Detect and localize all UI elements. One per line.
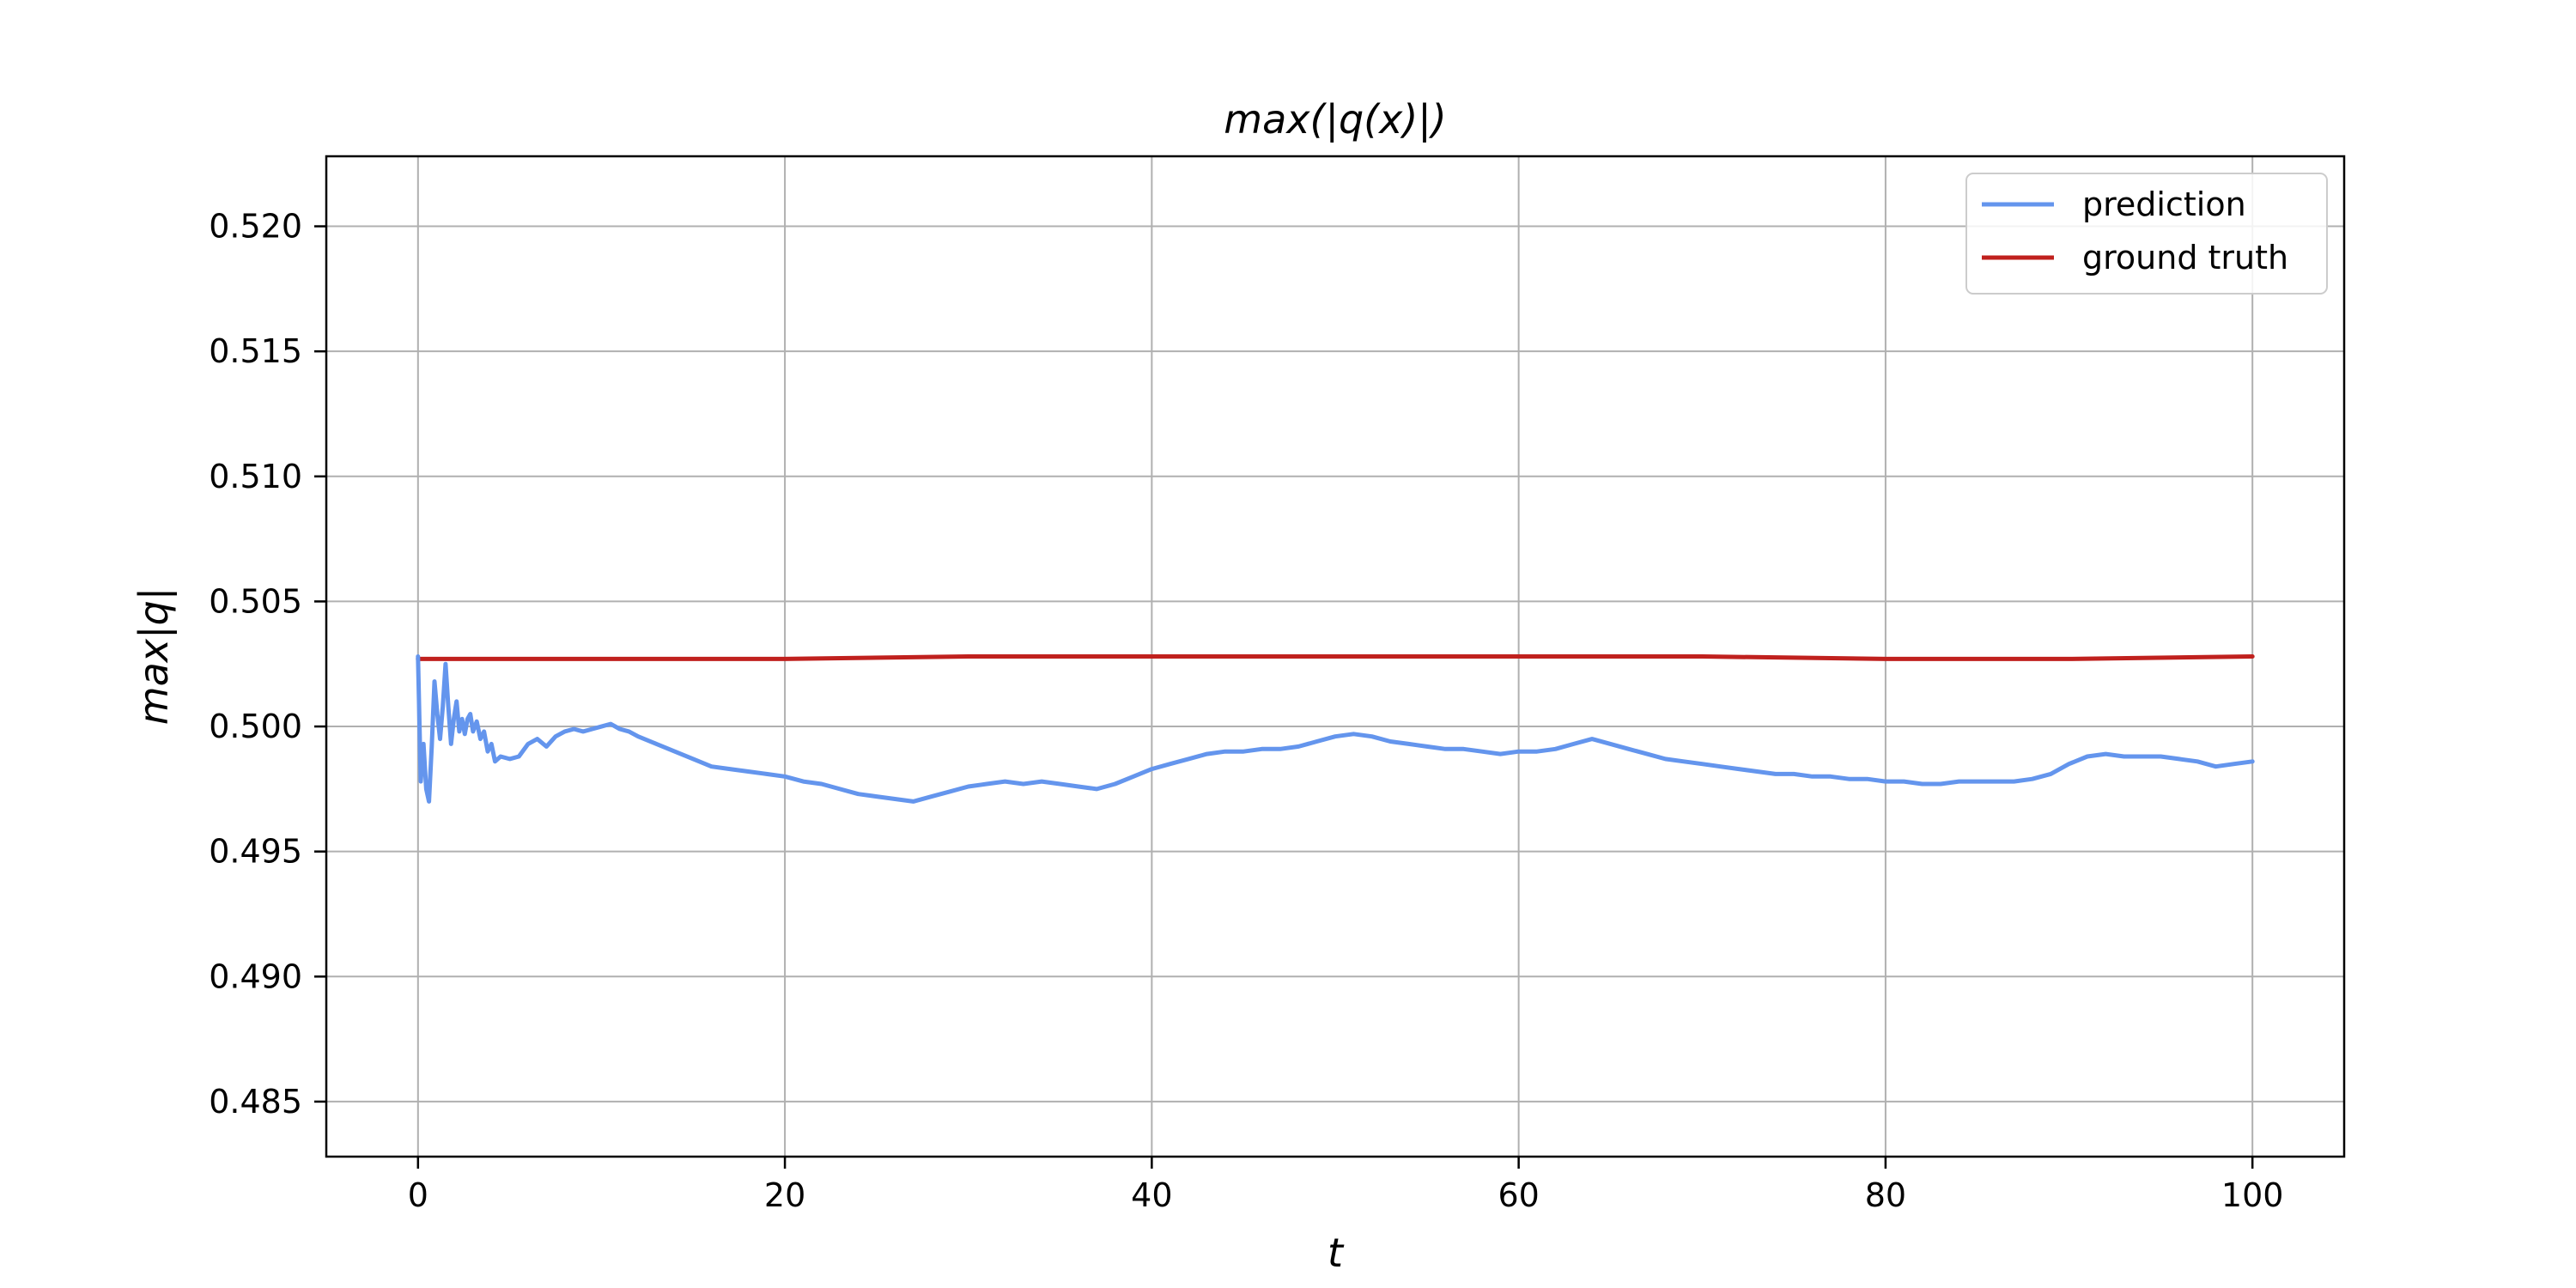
y-tick-label: 0.485 [209,1083,302,1121]
x-tick-label: 0 [408,1176,428,1214]
axis-ticks: 0 20 40 60 80 100 0.485 0.490 0.495 0.500 0.505 0.5… [209,208,2283,1214]
x-axis-label: t [1327,1230,1345,1276]
legend-box [1965,173,2328,295]
x-tick-label: 100 [2221,1176,2284,1214]
x-tick-label: 40 [1131,1176,1172,1214]
legend: prediction ground truth [1965,173,2328,295]
y-tick-label: 0.510 [209,458,302,495]
legend-label-prediction: prediction [2082,185,2246,223]
legend-label-ground-truth: ground truth [2082,239,2288,276]
y-tick-label: 0.500 [209,708,302,745]
y-tick-label: 0.505 [209,582,302,620]
y-tick-label: 0.490 [209,957,302,995]
x-tick-label: 60 [1498,1176,1539,1214]
grid [326,156,2344,1157]
series-line-ground-truth [416,654,2255,661]
series-line-prediction [416,654,2255,804]
series-lines [416,654,2255,804]
y-axis-label: max|q| [131,587,178,725]
x-tick-label: 80 [1865,1176,1906,1214]
x-tick-label: 20 [764,1176,805,1214]
plot-frame [325,155,2346,1158]
y-tick-label: 0.515 [209,332,302,370]
y-tick-label: 0.520 [209,208,302,246]
y-tick-label: 0.495 [209,833,302,871]
chart-title: max(|q(x)|) [1224,96,1446,143]
